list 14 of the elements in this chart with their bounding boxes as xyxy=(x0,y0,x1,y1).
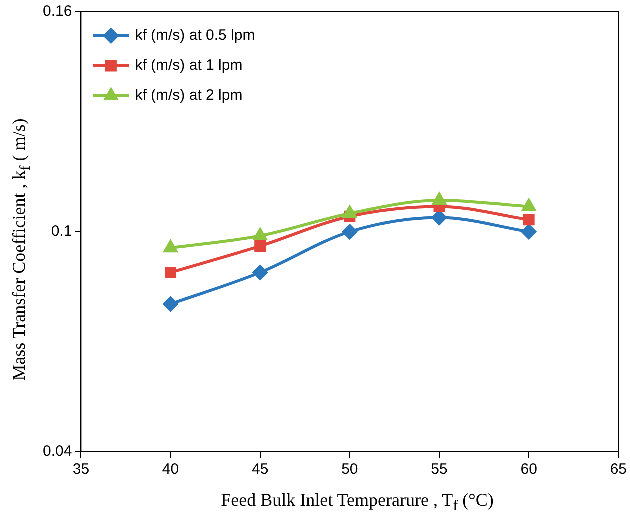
x-tick-label: 60 xyxy=(520,461,538,478)
legend-label: kf (m/s) at 1 lpm xyxy=(135,57,243,74)
x-tick-label: 55 xyxy=(431,461,448,478)
x-axis-title: Feed Bulk Inlet Temperarure , T$_{f}$ (°C) xyxy=(220,490,495,516)
y-tick-label: 0.16 xyxy=(42,3,72,20)
x-tick-label: 50 xyxy=(342,461,358,478)
y-tick-label: 0.1 xyxy=(51,223,72,240)
x-tick-label: 40 xyxy=(162,461,180,478)
legend-label: kf (m/s) at 2 lpm xyxy=(135,87,243,104)
y-tick-label: 0.04 xyxy=(42,443,72,460)
legend-label: kf (m/s) at 0.5 lpm xyxy=(135,27,256,44)
x-tick-label: 35 xyxy=(72,461,90,478)
x-tick-label: 45 xyxy=(252,461,269,478)
x-tick-label: 65 xyxy=(610,461,627,478)
